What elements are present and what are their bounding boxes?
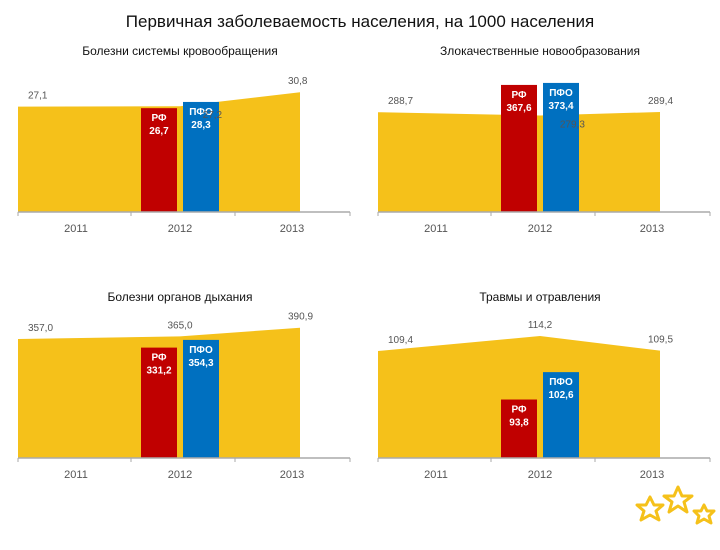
bar-series-name: РФ (151, 353, 167, 364)
bar-data-label: 93,8 (509, 418, 529, 429)
chart-title: Травмы и отравления (479, 290, 601, 304)
bar-data-label: 28,3 (191, 120, 211, 131)
area-data-label: 109,4 (388, 335, 413, 346)
bar-pfo (543, 82, 579, 212)
area-data-label: 365,0 (167, 320, 192, 331)
chart-oncology: РФ 367,6 ПФО 373,4 288,7 279,3 289,4 2011 2012 20… (377, 82, 711, 235)
x-tick-label: 2013 (640, 469, 664, 481)
bar-series-name: ПФО (549, 88, 573, 99)
chart-circulatory: РФ 26,7 ПФО 28,3 27,1 27,2 30,8 2011 2012 2013 (17, 76, 351, 235)
bar-series-name: РФ (511, 405, 527, 416)
chart-title: Болезни системы кровообращения (82, 44, 278, 58)
bar-series-name: ПФО (189, 107, 213, 118)
bar-data-label: 354,3 (188, 358, 213, 369)
x-tick-label: 2011 (424, 223, 448, 235)
chart-injuries: РФ 93,8 ПФО 102,6 109,4 114,2 109,5 2011 2012 201… (377, 320, 711, 481)
chart-panel-injuries: Травмы и отравления РФ 93,8 ПФО 102,6 109,4 1… (360, 290, 720, 550)
x-tick-label: 2013 (640, 223, 664, 235)
chart-title: Злокачественные новообразования (440, 44, 640, 58)
x-tick-label: 2011 (64, 223, 88, 235)
bar-series-name: РФ (151, 113, 167, 124)
x-tick-label: 2011 (64, 469, 88, 481)
chart-panel-circulatory: Болезни системы кровообращения РФ 26,7 ПФО… (0, 44, 360, 304)
decorative-stars-icon (635, 485, 716, 525)
bar-data-label: 373,4 (548, 101, 573, 112)
bar-rf (141, 108, 177, 212)
bar-data-label: 26,7 (149, 126, 169, 137)
area-data-label: 289,4 (648, 96, 673, 107)
bar-data-label: 102,6 (548, 390, 573, 401)
area-series (378, 336, 660, 458)
bar-pfo (183, 101, 219, 212)
x-tick-label: 2012 (168, 223, 192, 235)
area-data-label: 390,9 (288, 312, 313, 323)
area-data-label: 109,5 (648, 335, 673, 346)
area-data-label: 27,2 (203, 110, 223, 121)
chart-respiratory: РФ 331,2 ПФО 354,3 357,0 365,0 390,9 2011 2012 20… (17, 312, 351, 481)
x-tick-label: 2012 (168, 469, 192, 481)
bar-rf (501, 399, 537, 458)
area-data-label: 27,1 (28, 91, 48, 102)
x-tick-label: 2011 (424, 469, 448, 481)
bar-rf (141, 347, 177, 458)
area-data-label: 30,8 (288, 76, 308, 87)
chart-title: Болезни органов дыхания (107, 290, 253, 304)
area-data-label: 288,7 (388, 96, 413, 107)
chart-panel-oncology: Злокачественные новообразования РФ 367,6 П… (360, 44, 720, 304)
bar-data-label: 367,6 (506, 103, 531, 114)
bar-series-name: ПФО (549, 377, 573, 388)
chart-panel-respiratory: Болезни органов дыхания РФ 331,2 ПФО 354,3 3… (0, 290, 360, 550)
bar-rf (501, 84, 537, 212)
x-tick-label: 2012 (528, 223, 552, 235)
bar-series-name: ПФО (189, 345, 213, 356)
bar-pfo (183, 339, 219, 458)
area-data-label: 114,2 (528, 320, 553, 331)
bar-pfo (543, 372, 579, 458)
x-tick-label: 2013 (280, 223, 304, 235)
area-data-label: 357,0 (28, 323, 53, 334)
area-data-label: 279,3 (560, 119, 585, 130)
x-tick-label: 2013 (280, 469, 304, 481)
bar-data-label: 331,2 (146, 366, 171, 377)
x-tick-label: 2012 (528, 469, 552, 481)
page-title: Первичная заболеваемость населения, на 1… (125, 12, 595, 31)
bar-series-name: РФ (511, 90, 527, 101)
